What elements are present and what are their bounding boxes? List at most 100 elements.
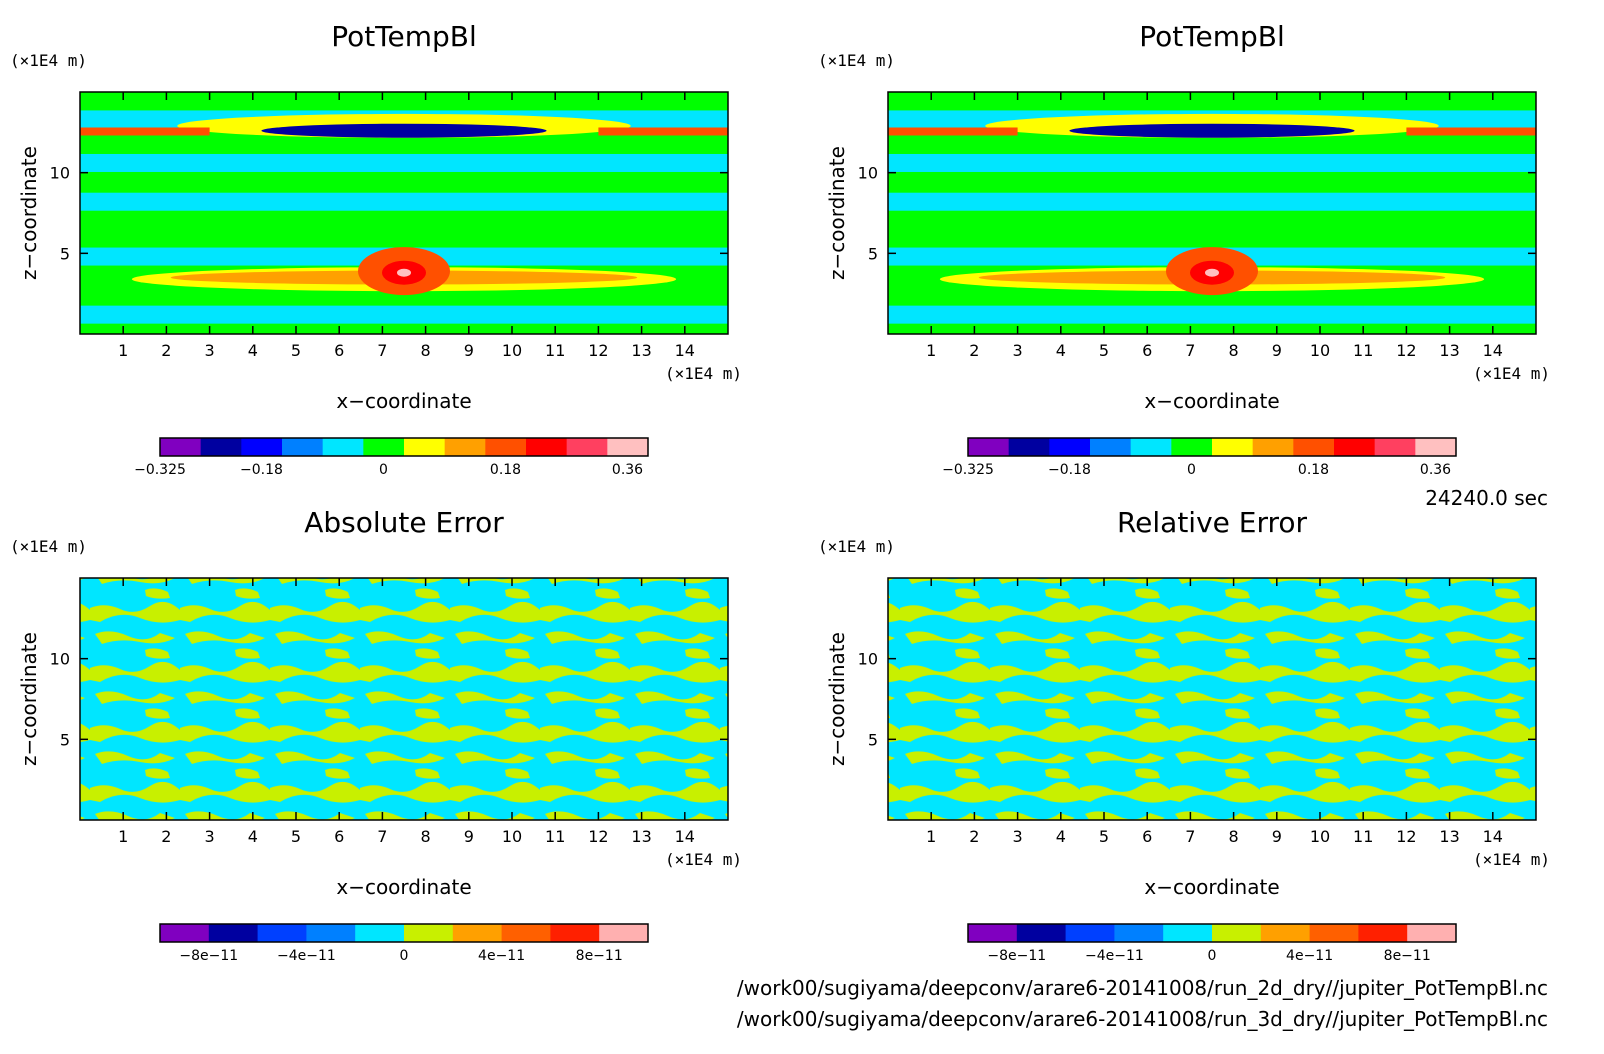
x-axis-label: x−coordinate [1144, 389, 1279, 413]
cold-core-top [261, 123, 547, 138]
contour-field [888, 578, 1536, 820]
x-tick-label: 10 [1310, 827, 1330, 846]
cold-core-top [1069, 123, 1355, 138]
x-tick-label: 13 [631, 341, 651, 360]
colorbar-frame [159, 923, 649, 943]
y-tick-label: 10 [858, 164, 878, 183]
colorbar-swatch [282, 438, 324, 456]
x-tick-label: 1 [118, 341, 128, 360]
x-tick-label: 12 [588, 341, 608, 360]
colorbar-swatch [1016, 924, 1067, 942]
colorbar-tick-label: −8e−11 [179, 948, 238, 964]
colorbar-tick-label: 0.36 [612, 462, 643, 478]
x-tick-label: 14 [1483, 341, 1503, 360]
colorbar-swatch [1163, 924, 1213, 942]
x-tick-label: 3 [205, 341, 215, 360]
panels-layer: PotTempBl(×1E4 m)1 2 3 4 5 6 7 8 9 10 11 12 13 14510(… [10, 20, 1550, 964]
x-tick-label: 4 [248, 827, 258, 846]
colorbar-swatch [257, 924, 307, 942]
x-tick-label: 8 [1229, 341, 1239, 360]
time-label: 24240.0 sec [1425, 486, 1548, 510]
x-tick-label: 10 [1310, 341, 1330, 360]
x-tick-label: 5 [1099, 827, 1109, 846]
colorbar-swatch [306, 924, 356, 942]
y-tick-label: 10 [858, 650, 878, 669]
x-tick-label: 7 [1185, 341, 1195, 360]
x-tick-label: 1 [926, 341, 936, 360]
x-tick-label: 9 [1272, 827, 1282, 846]
x-tick-label: 3 [205, 827, 215, 846]
colorbar-swatch [1090, 438, 1132, 456]
colorbar-swatch [241, 438, 283, 456]
colorbar-swatch [1293, 438, 1335, 456]
x-tick-label: 10 [502, 827, 522, 846]
colorbar-swatch [1065, 924, 1115, 942]
file-path-2: /work00/sugiyama/deepconv/arare6-2014100… [737, 1007, 1548, 1031]
y-tick-label: 10 [50, 164, 70, 183]
colorbar-swatch [566, 438, 608, 456]
x-unit-label: (×1E4 m) [1473, 850, 1550, 869]
colorbar-swatch [208, 924, 259, 942]
colorbar-tick-label: −4e−11 [277, 948, 336, 964]
x-tick-label: 5 [291, 827, 301, 846]
x-tick-label: 10 [502, 341, 522, 360]
x-tick-label: 6 [334, 827, 344, 846]
colorbar-swatch [1260, 924, 1311, 942]
x-axis-label: x−coordinate [336, 389, 471, 413]
x-tick-label: 11 [1353, 827, 1373, 846]
x-tick-label: 12 [588, 827, 608, 846]
colorbar-swatch [1049, 438, 1091, 456]
colorbar-tick-label: −8e−11 [987, 948, 1046, 964]
y-tick-label: 5 [60, 244, 70, 263]
plot-frame [79, 577, 729, 821]
y-unit-label: (×1E4 m) [818, 51, 895, 70]
hot-layer-left [80, 127, 210, 136]
x-unit-label: (×1E4 m) [665, 850, 742, 869]
y-unit-label: (×1E4 m) [10, 537, 87, 556]
colorbar-swatch [550, 924, 600, 942]
colorbar-swatch [968, 924, 1018, 942]
y-tick-label: 5 [868, 730, 878, 749]
plot-frame [79, 91, 729, 335]
colorbar-swatch [1171, 438, 1213, 456]
cool-band-0 [888, 305, 1536, 324]
colorbar-swatch [1407, 924, 1457, 942]
colorbar-swatch [404, 924, 454, 942]
x-tick-label: 13 [631, 827, 651, 846]
colorbar-swatch [968, 438, 1010, 456]
x-tick-label: 9 [464, 827, 474, 846]
colorbar-tick-label: 0 [1208, 948, 1217, 964]
x-tick-label: 5 [1099, 341, 1109, 360]
colorbar-tick-label: 0 [379, 462, 388, 478]
error-field [888, 578, 1536, 820]
colorbar-tick-label: 4e−11 [1286, 948, 1333, 964]
y-unit-label: (×1E4 m) [818, 537, 895, 556]
hot-layer-right [598, 127, 728, 136]
y-tick-label: 5 [60, 730, 70, 749]
x-tick-label: 12 [1396, 827, 1416, 846]
plot-frame [887, 91, 1537, 335]
x-tick-label: 11 [545, 341, 565, 360]
x-tick-label: 13 [1439, 827, 1459, 846]
x-tick-label: 4 [1056, 827, 1066, 846]
colorbar-tick-label: 0 [1187, 462, 1196, 478]
colorbar-tick-label: 8e−11 [576, 948, 623, 964]
x-tick-label: 14 [675, 341, 695, 360]
colorbar-swatch [1212, 438, 1254, 456]
hot-layer-right [1406, 127, 1536, 136]
x-tick-label: 4 [248, 341, 258, 360]
peak-core [1205, 268, 1219, 277]
colorbar-swatch [1212, 924, 1262, 942]
colorbar-swatch [1415, 438, 1457, 456]
colorbar-frame [967, 923, 1457, 943]
x-tick-label: 7 [377, 341, 387, 360]
x-tick-label: 9 [1272, 341, 1282, 360]
chart-title: PotTempBl [1139, 20, 1285, 53]
colorbar-swatch [1252, 438, 1294, 456]
colorbar-swatch [200, 438, 242, 456]
colorbar-swatch [355, 924, 405, 942]
x-tick-label: 8 [421, 341, 431, 360]
x-tick-label: 12 [1396, 341, 1416, 360]
peak-core [397, 268, 411, 277]
